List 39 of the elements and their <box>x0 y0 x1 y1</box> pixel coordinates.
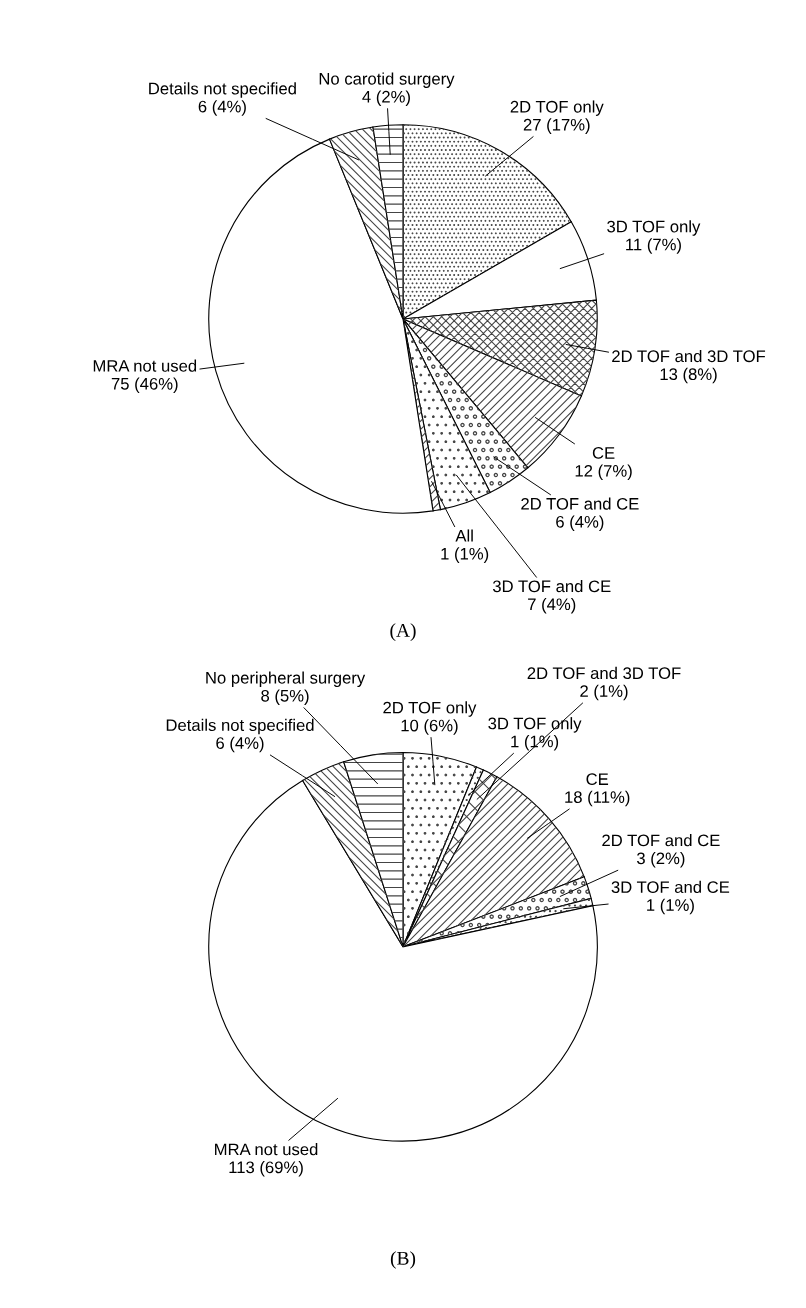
slice-label: Details not specified <box>166 718 314 735</box>
slice-label: 2D TOF and CE <box>602 834 720 847</box>
data-label: 27 (17%) <box>523 118 590 134</box>
data-label: 6 (4%) <box>216 736 264 753</box>
slice-label: All <box>455 529 473 542</box>
data-label: 11 (7%) <box>626 238 681 254</box>
slice-label: MRA not used <box>93 359 197 372</box>
data-label: 2 (1%) <box>580 684 628 701</box>
data-label: 4 (2%) <box>362 90 410 106</box>
text: (B) <box>390 1251 416 1269</box>
slice-label: 2D TOF only <box>510 100 604 116</box>
slice-label: 3D TOF only <box>607 220 701 236</box>
slice-label: 3D TOF and CE <box>611 880 730 894</box>
data-label: 75 (46%) <box>111 377 178 394</box>
data-label: 6 (4%) <box>198 100 246 116</box>
data-label: 18 (11%) <box>565 790 630 807</box>
data-label: 113 (69%) <box>229 1160 303 1177</box>
data-label: 8 (5%) <box>261 689 309 705</box>
slice-label: CE <box>586 773 609 786</box>
data-label: 6 (4%) <box>556 515 604 531</box>
data-label: 1 (1%) <box>647 898 694 915</box>
slice-label: 2D TOF and CE <box>521 497 639 510</box>
slice-label: 2D TOF and 3D TOF <box>612 349 766 363</box>
slice-label: MRA not used <box>215 1143 318 1156</box>
slice-label: No carotid surgery <box>319 72 455 88</box>
slice-label: No peripheral surgery <box>206 671 366 688</box>
slice-label: Details not specified <box>149 82 296 98</box>
slice-label: 3D TOF only <box>488 717 582 733</box>
data-label: 10 (6%) <box>401 719 458 735</box>
data-label: 12 (7%) <box>575 464 632 481</box>
slice-label: 2D TOF only <box>383 701 477 717</box>
data-label: 13 (8%) <box>660 367 717 384</box>
text: (A) <box>390 623 416 641</box>
data-label: 1 (1%) <box>441 547 489 563</box>
slice-label: 3D TOF and CE <box>492 579 611 593</box>
data-label: 7 (4%) <box>528 597 576 614</box>
data-label: 3 (2%) <box>636 851 685 868</box>
slice-label: 2D TOF and 3D TOF <box>527 666 681 680</box>
slice-label: CE <box>592 447 615 459</box>
